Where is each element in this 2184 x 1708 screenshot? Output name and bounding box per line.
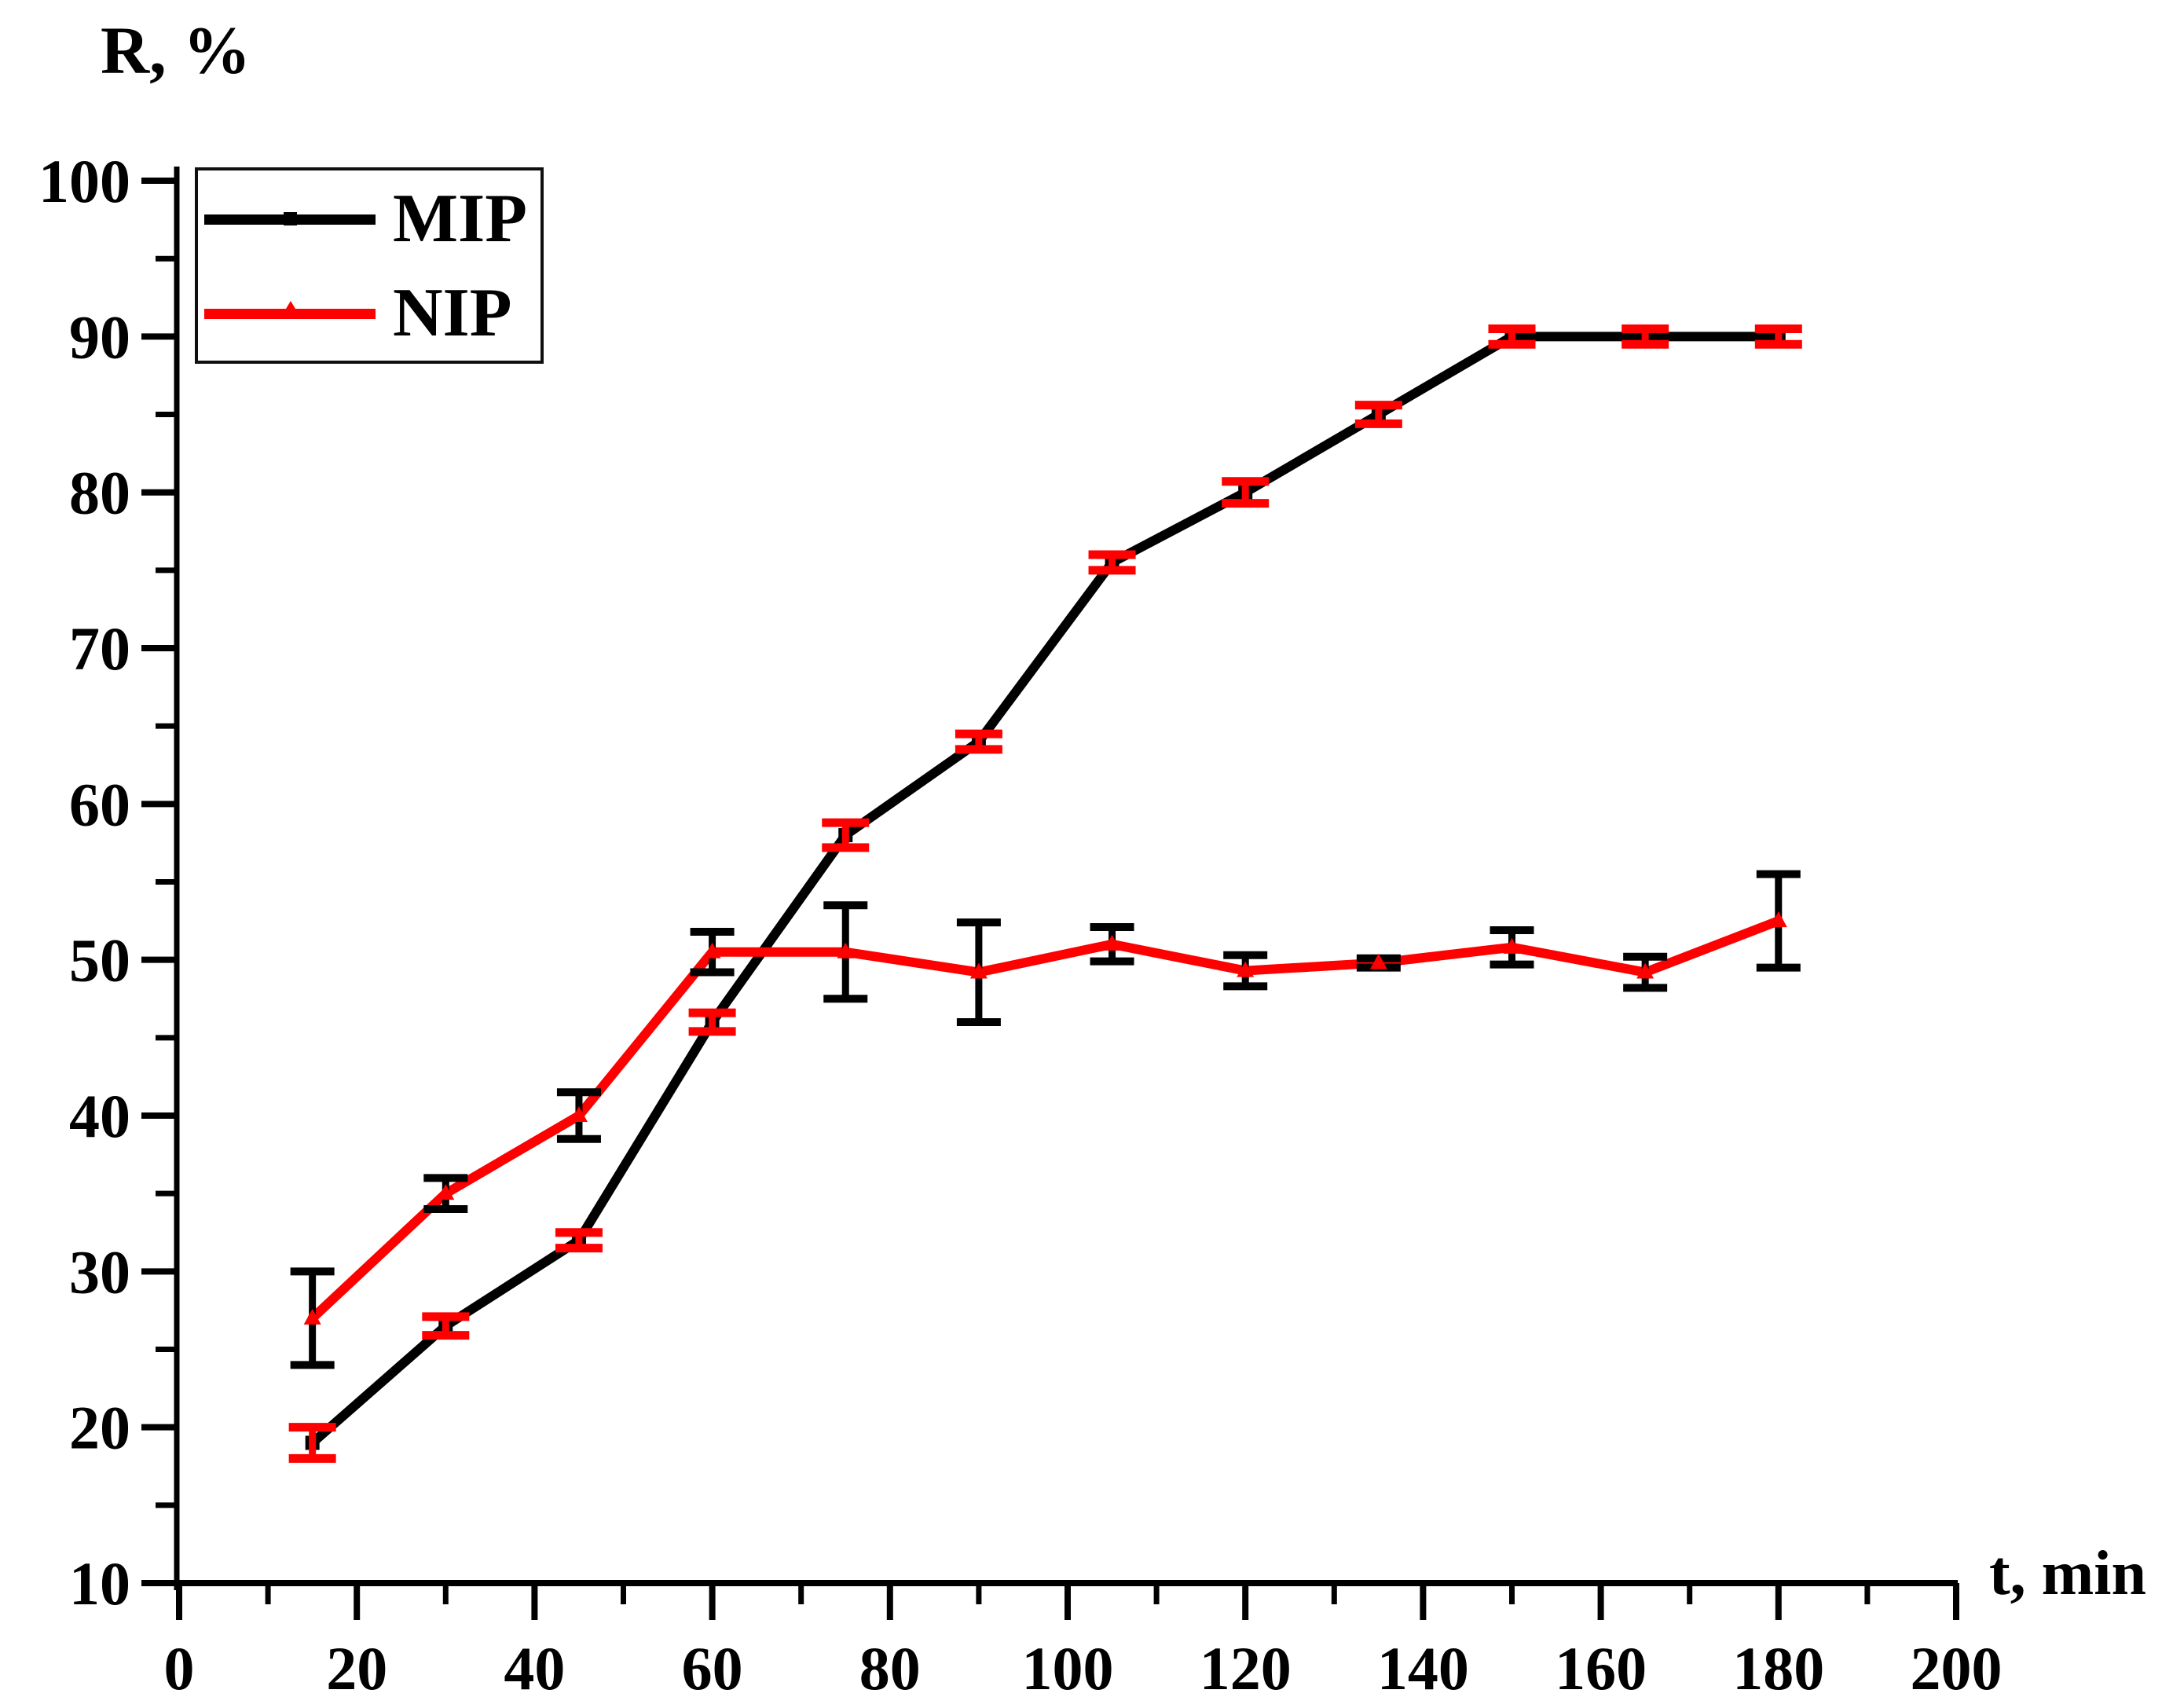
y-tick-label: 90 [69,302,130,371]
x-tick-label: 100 [1022,1634,1114,1703]
y-tick-label: 50 [69,926,130,995]
y-tick-label: 100 [38,147,130,215]
series-nip [290,870,1801,1369]
axes [174,167,1958,1590]
y-axis-ticks: 100 90 80 70 60 50 40 30 20 10 [38,147,179,1618]
y-tick-label: 70 [69,614,130,683]
x-tick-label: 20 [326,1634,387,1703]
y-tick-label: 10 [69,1549,130,1618]
x-tick-label: 60 [682,1634,743,1703]
x-tick-label: 80 [859,1634,921,1703]
legend-label-mip: MIP [393,181,528,257]
legend-label-nip: NIP [393,275,512,351]
y-tick-label: 20 [69,1394,130,1462]
nip-triangle-marker-icon [281,300,300,317]
mip-square-marker-icon [284,211,297,225]
y-tick-label: 60 [69,770,130,838]
x-tick-label: 140 [1377,1634,1469,1703]
series-mip [288,324,1802,1463]
legend-item-nip: NIP [198,266,541,361]
y-tick-label: 40 [69,1082,130,1150]
y-tick-label: 80 [69,459,130,527]
x-tick-label: 180 [1732,1634,1824,1703]
x-axis-title: t, min [1989,1539,2146,1608]
legend-item-mip: MIP [198,172,541,266]
x-tick-label: 0 [164,1634,195,1703]
mip-line-sample [204,211,376,225]
legend: MIP NIP [195,167,544,364]
x-tick-label: 120 [1200,1634,1292,1703]
nip-line-sample [204,300,376,319]
x-tick-label: 40 [504,1634,565,1703]
x-tick-label: 200 [1911,1634,2003,1703]
x-axis-ticks: 0 20 40 60 80 100 120 140 160 180 200 [164,1583,2003,1703]
x-tick-label: 160 [1555,1634,1647,1703]
y-tick-label: 30 [69,1237,130,1306]
y-axis-title: R, % [101,13,251,88]
